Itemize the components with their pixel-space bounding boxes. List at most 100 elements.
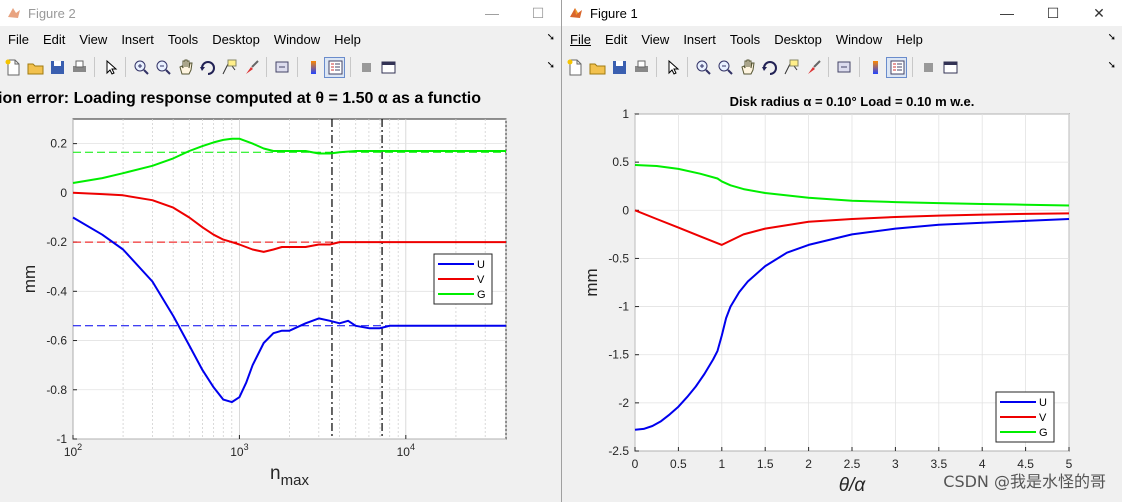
pan-button[interactable] <box>736 57 757 78</box>
x-tick-label: 3 <box>892 457 899 471</box>
series-line-G <box>634 164 1070 207</box>
data-cursor-button[interactable] <box>218 57 239 78</box>
legend-button[interactable] <box>886 56 907 78</box>
rotate-button[interactable] <box>196 57 217 78</box>
legend[interactable]: UVG <box>995 391 1055 443</box>
open-icon <box>589 63 605 75</box>
open-button[interactable] <box>24 57 45 78</box>
menu-help[interactable]: Help <box>896 31 923 47</box>
y-tick-label: 0.2 <box>50 137 67 151</box>
minimize-button[interactable]: — <box>485 5 499 21</box>
toolbar-separator <box>828 57 829 77</box>
toolbar-overflow-icon[interactable]: ➘ <box>546 60 555 71</box>
open-button[interactable] <box>586 57 607 78</box>
menu-overflow-icon[interactable]: ➘ <box>1107 32 1116 43</box>
zoom-in-button[interactable] <box>692 57 713 78</box>
menu-desktop[interactable]: Desktop <box>774 31 822 47</box>
y-tick-label: -1 <box>56 432 67 446</box>
print-icon <box>72 60 86 72</box>
y-tick-label: -0.6 <box>46 334 67 348</box>
toolbar-separator <box>350 57 351 77</box>
menu-file[interactable]: File <box>8 31 29 47</box>
grid <box>634 113 1070 452</box>
menu-bar: File Edit View Insert Tools Desktop Wind… <box>562 28 1122 50</box>
legend-button[interactable] <box>324 56 345 78</box>
hide-tools-button[interactable] <box>917 57 938 78</box>
menu-bar: File Edit View Insert Tools Desktop Wind… <box>0 28 561 50</box>
colorbar-button[interactable] <box>302 57 323 78</box>
menu-help[interactable]: Help <box>334 31 361 47</box>
data-cursor-button[interactable] <box>780 57 801 78</box>
menu-desktop[interactable]: Desktop <box>212 31 260 47</box>
save-button[interactable] <box>46 57 67 78</box>
new-figure-button[interactable] <box>2 57 23 78</box>
show-tools-button[interactable] <box>939 57 960 78</box>
pan-button[interactable] <box>174 57 195 78</box>
pointer-button[interactable] <box>661 57 682 78</box>
toolbar-overflow-icon[interactable]: ➘ <box>1107 60 1116 71</box>
brush-button[interactable] <box>240 57 261 78</box>
zoom-in-icon <box>696 60 711 75</box>
brush-icon <box>245 60 259 74</box>
show-tools-button[interactable] <box>377 57 398 78</box>
menu-view[interactable]: View <box>641 31 670 47</box>
zoom-out-button[interactable] <box>152 57 173 78</box>
menu-file[interactable]: File <box>570 31 591 47</box>
legend-icon <box>328 60 342 75</box>
toolbar-separator <box>656 57 657 77</box>
figure-1-window: Figure 1 — ☐ ✕ File Edit View Insert Too… <box>561 0 1122 502</box>
zoom-in-icon <box>134 60 149 75</box>
x-tick-label: 5 <box>1066 457 1073 471</box>
menu-edit[interactable]: Edit <box>604 31 628 47</box>
brush-button[interactable] <box>802 57 823 78</box>
rotate-button[interactable] <box>758 57 779 78</box>
maximize-button[interactable]: ☐ <box>1046 4 1060 21</box>
legend[interactable]: UVG <box>433 253 493 305</box>
print-button[interactable] <box>630 57 651 78</box>
y-tick-label: 0 <box>622 203 629 217</box>
menu-view[interactable]: View <box>79 31 108 47</box>
zoom-out-button[interactable] <box>714 57 735 78</box>
y-tick-label: 0 <box>60 186 67 200</box>
zoom-out-icon <box>718 60 733 75</box>
menu-insert[interactable]: Insert <box>683 31 716 47</box>
title-bar: Figure 2 <box>0 0 561 26</box>
menu-insert[interactable]: Insert <box>121 31 154 47</box>
figure-toolbar: ➘ <box>0 54 561 80</box>
new-figure-icon <box>5 59 19 76</box>
x-tick-label: 0 <box>632 457 639 471</box>
colorbar-button[interactable] <box>864 57 885 78</box>
pointer-button[interactable] <box>99 57 120 78</box>
toolbar-separator <box>687 57 688 77</box>
menu-tools[interactable]: Tools <box>167 31 199 47</box>
save-button[interactable] <box>608 57 629 78</box>
menu-window[interactable]: Window <box>835 31 883 47</box>
menu-overflow-icon[interactable]: ➘ <box>546 32 555 43</box>
legend-icon <box>890 60 904 75</box>
print-button[interactable] <box>68 57 89 78</box>
series-line-U <box>72 216 506 404</box>
legend-label-G: G <box>477 289 486 301</box>
zoom-in-button[interactable] <box>130 57 151 78</box>
link-button[interactable] <box>271 57 292 78</box>
maximize-button[interactable]: ☐ <box>531 4 545 21</box>
minimize-button[interactable]: — <box>1000 5 1014 21</box>
link-button[interactable] <box>833 57 854 78</box>
print-icon <box>634 60 648 72</box>
x-axis-label: θ/α <box>839 475 867 496</box>
pan-icon <box>740 59 755 75</box>
link-icon <box>275 61 288 73</box>
x-axis-label: nmax <box>270 463 309 489</box>
hide-tools-button[interactable] <box>355 57 376 78</box>
legend-label-V: V <box>1039 412 1047 424</box>
menu-edit[interactable]: Edit <box>42 31 66 47</box>
watermark: CSDN @我是水怪的哥 <box>943 472 1106 491</box>
new-figure-button[interactable] <box>564 57 585 78</box>
close-button[interactable]: ✕ <box>1093 4 1105 21</box>
y-axis-label: mm <box>582 268 601 296</box>
toolbar-separator <box>912 57 913 77</box>
menu-tools[interactable]: Tools <box>729 31 761 47</box>
menu-window[interactable]: Window <box>273 31 321 47</box>
y-tick-label: -0.8 <box>46 383 67 397</box>
